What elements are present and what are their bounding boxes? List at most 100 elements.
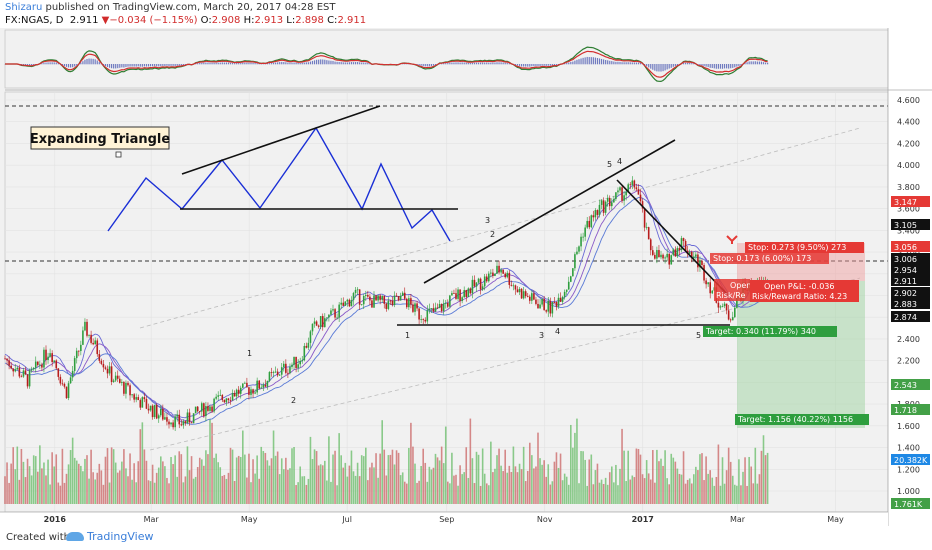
volume-bar: [572, 447, 574, 504]
volume-bar: [670, 453, 673, 504]
candle-body: [637, 189, 640, 195]
volume-bar: [365, 447, 367, 504]
tradingview-logo[interactable]: TradingView: [66, 530, 153, 543]
volume-bar: [71, 437, 74, 504]
target-zone[interactable]: [737, 281, 865, 428]
macd-histogram-bar: [74, 64, 76, 67]
candle-body: [688, 251, 691, 254]
macd-histogram-bar: [170, 64, 172, 66]
candle-body: [670, 255, 673, 265]
candle-body: [184, 421, 187, 423]
candle-body: [203, 403, 205, 417]
high-label: H:: [243, 15, 255, 26]
macd-histogram-bar: [164, 64, 166, 66]
x-tick-label: Mar: [144, 515, 160, 524]
volume-bar: [391, 449, 394, 504]
candle-body: [410, 298, 412, 305]
macd-histogram-bar: [31, 64, 33, 66]
macd-histogram-bar: [730, 64, 732, 69]
volume-bar: [266, 460, 269, 504]
candle-body: [131, 394, 133, 396]
candle-body: [268, 372, 271, 382]
volume-bar: [649, 479, 652, 504]
candle-body: [221, 394, 224, 401]
price-axis[interactable]: 4.600 4.400 4.200 4.000 3.800 3.600 3.400 3.200…: [5, 28, 932, 526]
label-anchor[interactable]: [115, 151, 122, 158]
candle-body: [145, 399, 148, 409]
volume-bar: [346, 476, 349, 504]
macd-pane[interactable]: [4, 29, 889, 89]
position-tool[interactable]: Stop: 0.273 (9.50%) 273 Stop: 0.173 (6.0…: [703, 235, 869, 425]
macd-histogram-bar: [549, 64, 551, 66]
candle-body: [201, 403, 203, 412]
candle-body: [703, 265, 705, 281]
candle-body: [561, 296, 564, 302]
candle-body: [90, 334, 92, 343]
volume-bar: [307, 478, 310, 504]
macd-histogram-bar: [547, 64, 549, 66]
macd-histogram-bar: [346, 62, 348, 65]
volume-bar: [594, 470, 597, 504]
volume-bar: [166, 477, 168, 504]
macd-histogram-bar: [738, 64, 740, 67]
low-value: 2.898: [295, 15, 324, 26]
volume-bar: [326, 480, 328, 504]
price-badge: [891, 287, 930, 298]
candle-body: [377, 295, 379, 301]
candle-body: [535, 299, 537, 304]
candle-body: [510, 284, 513, 286]
volume-bar: [125, 468, 127, 504]
volume-bar: [543, 460, 545, 504]
macd-histogram-bar: [293, 62, 295, 65]
symbol-label[interactable]: FX:NGAS, D: [5, 15, 64, 26]
main-pane[interactable]: Expanding Triangle 1 2 1 2 3 3 4 5 4 5 S…: [4, 91, 889, 513]
volume-bar: [721, 457, 724, 504]
volume-bar: [586, 485, 588, 504]
candle-body: [672, 249, 675, 256]
x-tick-label: May: [827, 515, 844, 524]
macd-histogram-bar: [689, 62, 691, 65]
macd-histogram-bar: [344, 62, 346, 65]
footer: Created with TradingView: [0, 526, 932, 550]
volume-bar: [713, 485, 716, 504]
candle-body: [45, 349, 47, 360]
volume-bar: [123, 449, 125, 504]
candle-body: [24, 370, 27, 375]
volume-bar: [639, 454, 642, 504]
macd-histogram-bar: [213, 62, 215, 65]
macd-histogram-bar: [527, 64, 529, 67]
candle-body: [37, 361, 39, 365]
macd-histogram-bar: [592, 57, 594, 65]
volume-bar: [231, 449, 234, 504]
candle-body: [649, 239, 652, 251]
candle-body: [260, 387, 263, 389]
macd-histogram-bar: [721, 64, 724, 69]
candle-body: [514, 285, 517, 290]
volume-bar: [399, 475, 402, 504]
wave-label: 3: [485, 216, 490, 225]
macd-histogram-bar: [607, 60, 609, 65]
x-tick-label: Mar: [730, 515, 746, 524]
volume-bar: [295, 485, 297, 504]
candle-body: [190, 422, 193, 424]
price-chart[interactable]: 0.0195-0.0104-0.0299 Expanding Triangle …: [0, 28, 932, 526]
time-axis[interactable]: 2016 Mar May Jul Sep Nov 2017 Mar May: [0, 511, 888, 526]
macd-histogram-bar: [176, 64, 178, 66]
macd-histogram-bar: [500, 62, 502, 65]
volume-bar: [182, 482, 185, 504]
candle-body: [699, 260, 701, 268]
macd-histogram-bar: [205, 62, 207, 65]
volume-bar: [602, 483, 605, 504]
macd-histogram-bar: [125, 64, 127, 68]
macd-histogram-bar: [49, 62, 51, 65]
author-link[interactable]: Shizaru: [5, 2, 43, 13]
candle-body: [617, 190, 619, 193]
volume-bar: [209, 419, 211, 504]
candle-body: [647, 227, 650, 240]
macd-histogram-bar: [299, 63, 301, 65]
price-badge: [891, 219, 930, 230]
volume-bar: [535, 466, 537, 504]
candle-body: [198, 411, 201, 412]
macd-histogram-bar: [236, 63, 238, 65]
candle-body: [613, 199, 615, 203]
